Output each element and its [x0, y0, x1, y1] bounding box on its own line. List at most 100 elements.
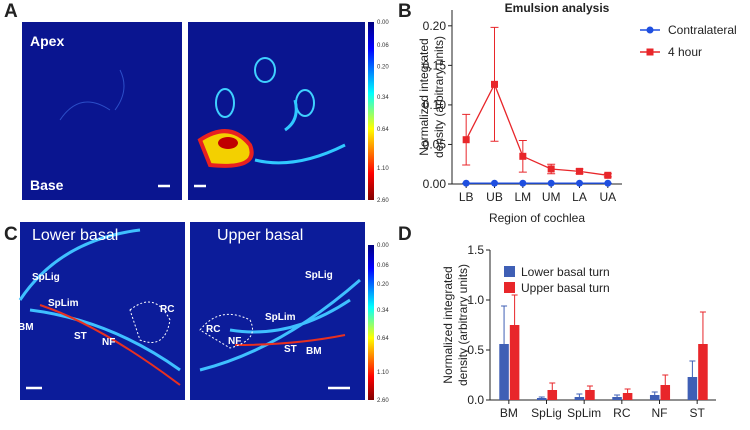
colorbar-label: 2.60 [377, 398, 389, 404]
error-bar [624, 388, 631, 393]
data-point [491, 80, 498, 88]
data-point [491, 179, 498, 187]
error-bar [651, 391, 658, 395]
x-tick-label: LM [514, 190, 531, 204]
y-tick-label: 1.0 [467, 293, 484, 307]
y-tick-label: 0.15 [423, 58, 447, 72]
colorbar-label: 0.06 [377, 263, 389, 269]
bar [649, 395, 660, 400]
x-axis-label: Region of cochlea [489, 211, 585, 225]
y-tick-label: 0.0 [467, 393, 484, 407]
y-axis-label-line: density (arbitrary units) [432, 36, 446, 158]
y-tick-label: 1.5 [467, 243, 484, 257]
anatomy-label: BM [18, 322, 34, 333]
error-bar [699, 311, 706, 344]
legend-label: 4 hour [668, 45, 702, 59]
bar [499, 344, 509, 400]
bar [612, 397, 622, 400]
panel-label: C [4, 224, 18, 245]
anatomy-label: SpLig [32, 272, 60, 283]
anatomy-label: RC [160, 304, 174, 315]
data-point [519, 152, 527, 160]
colorbar-label: 0.00 [377, 243, 389, 249]
x-tick-label: BM [500, 406, 518, 420]
legend-marker [646, 26, 654, 34]
colorbar-label: 0.20 [377, 65, 389, 71]
colorbar-label: 2.60 [377, 198, 389, 204]
bar [698, 344, 708, 400]
colorbar [368, 22, 374, 200]
colorbar-label: 0.06 [377, 43, 389, 49]
y-axis-label-line: density (arbitrary units) [456, 264, 470, 386]
anatomy-label: NF [102, 337, 115, 348]
colorbar-label: 0.64 [377, 336, 389, 342]
y-tick-label: 0.00 [423, 177, 447, 191]
anatomy-label: SpLig [305, 270, 333, 281]
panel-label: A [4, 1, 18, 22]
image-label: Apex [30, 33, 64, 49]
y-axis-label-line: Normalized integrated [441, 266, 455, 383]
data-point [547, 179, 555, 187]
y-tick-label: 0.10 [423, 98, 447, 112]
bar [536, 398, 547, 400]
y-tick-label: 0.5 [467, 343, 484, 357]
colorbar-label: 0.00 [377, 20, 389, 26]
data-point [519, 179, 527, 187]
image-upper-basal [190, 222, 365, 400]
colorbar-label: 1.10 [377, 166, 389, 172]
error-bar [538, 396, 545, 398]
anatomy-label: RC [206, 324, 220, 335]
data-point [604, 179, 612, 187]
bar [509, 325, 520, 400]
legend-label: Lower basal turn [521, 265, 610, 279]
y-axis-label: Normalized integrateddensity (arbitrary … [417, 36, 446, 158]
data-point [576, 167, 583, 175]
x-tick-label: UB [486, 190, 503, 204]
error-bar [662, 374, 669, 385]
anatomy-label: SpLim [48, 298, 79, 309]
image-title: 4 hour-treated [208, 3, 309, 20]
anatomy-label: NF [228, 336, 241, 347]
anatomy-label: SpLim [265, 312, 296, 323]
image-treated [188, 22, 365, 200]
error-bar [501, 305, 508, 344]
y-axis-label: Normalized integrateddensity (arbitrary … [441, 264, 470, 386]
anatomy-label: ST [284, 344, 297, 355]
error-bar [689, 360, 696, 377]
anatomy-label: ST [74, 331, 87, 342]
data-point [462, 136, 470, 144]
data-point [462, 179, 470, 187]
legend-swatch [504, 282, 515, 293]
panel-label: B [398, 1, 412, 22]
x-tick-label: ST [689, 406, 705, 420]
data-point [547, 165, 555, 173]
error-bar [614, 394, 621, 397]
colorbar-label: 0.64 [377, 127, 389, 133]
error-bar [586, 385, 593, 390]
image-lower-basal [18, 222, 185, 400]
image-title: Upper basal [217, 227, 303, 244]
x-tick-label: LB [459, 190, 474, 204]
x-tick-label: NF [652, 406, 668, 420]
x-tick-label: RC [613, 406, 631, 420]
bar [660, 385, 671, 400]
colorbar-label: 0.34 [377, 95, 389, 101]
colorbar-label: 0.20 [377, 282, 389, 288]
panel-label: D [398, 224, 412, 245]
error-bar [576, 393, 583, 397]
anatomy-label: BM [306, 346, 322, 357]
bar [574, 397, 585, 400]
error-bar [511, 294, 518, 325]
data-point [576, 179, 583, 187]
legend-label: Contralateral [668, 23, 737, 37]
y-tick-label: 0.05 [423, 137, 447, 151]
image-label: Base [30, 177, 64, 193]
chart-title: Emulsion analysis [505, 1, 610, 15]
colorbar-label: 1.10 [377, 370, 389, 376]
bar [622, 393, 633, 400]
bar [547, 390, 558, 400]
x-tick-label: LA [572, 190, 587, 204]
legend-marker [646, 48, 654, 56]
x-tick-label: UM [542, 190, 561, 204]
y-axis-label-line: Normalized integrated [417, 38, 431, 155]
